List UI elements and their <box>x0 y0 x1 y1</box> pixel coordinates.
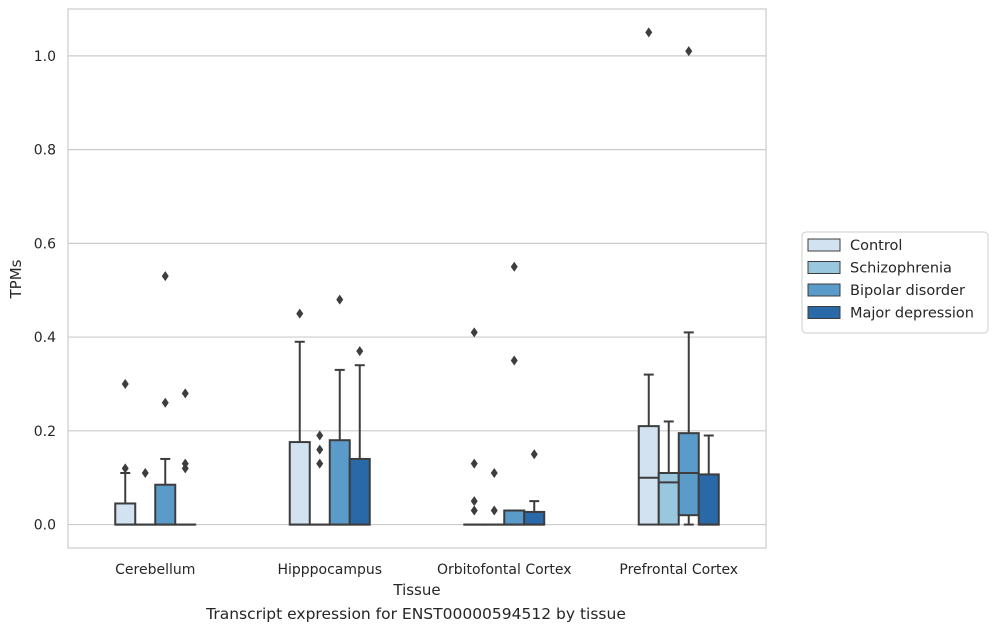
box-group <box>288 308 311 526</box>
y-axis-ticks: 0.0 0.2 0.4 0.6 0.8 1.0 <box>34 49 56 534</box>
legend: Control Schizophrenia Bipolar disorder Majo… <box>801 231 989 334</box>
box-iqr <box>523 510 546 526</box>
y-tick-label: 1.0 <box>34 49 56 65</box>
y-axis-label: TPMs <box>7 259 25 299</box>
gridlines <box>68 55 766 526</box>
box-iqr <box>637 425 660 526</box>
legend-swatch <box>807 238 841 252</box>
outlier-point <box>161 271 169 282</box>
box-plot-chart: 0.0 0.2 0.4 0.6 0.8 1.0 Cerebellum Hipppocampu… <box>7 8 989 599</box>
box-group <box>503 261 526 526</box>
y-tick-label: 0.2 <box>34 424 56 440</box>
outlier-point <box>336 294 344 305</box>
box-group <box>483 468 506 526</box>
x-tick-label: Hipppocampus <box>277 562 382 578</box>
legend-box <box>801 231 989 334</box>
outlier-point <box>181 458 189 469</box>
outlier-point <box>316 444 324 455</box>
y-tick-label: 0.6 <box>34 236 56 252</box>
legend-swatch <box>807 261 841 274</box>
x-tick-label: Cerebellum <box>115 562 195 578</box>
box-group <box>134 468 157 526</box>
outlier-point <box>470 496 478 507</box>
x-axis-label: Tissue <box>392 581 440 599</box>
box-group <box>657 420 680 526</box>
outlier-point <box>161 397 169 408</box>
outlier-point <box>530 449 538 460</box>
box-group <box>328 294 351 526</box>
outlier-point <box>645 27 653 38</box>
box-series <box>114 27 720 526</box>
outlier-point <box>490 505 498 516</box>
x-axis-ticks: Cerebellum Hipppocampus Orbitofontal Corte… <box>115 562 738 578</box>
box-group <box>114 378 137 526</box>
box-iqr <box>288 441 311 526</box>
chart-caption: Transcript expression for ENST0000059451… <box>206 605 626 623</box>
box-group <box>697 434 720 526</box>
plot-frame <box>67 8 767 549</box>
box-iqr <box>328 439 351 526</box>
legend-label: Bipolar disorder <box>850 283 965 299</box>
outlier-point <box>181 388 189 399</box>
legend-swatch <box>807 283 841 297</box>
outlier-point <box>510 355 518 366</box>
y-tick-label: 0.8 <box>34 143 56 159</box>
y-tick-label: 0.0 <box>34 518 56 534</box>
box-iqr <box>657 472 680 526</box>
box-group <box>463 327 486 526</box>
outlier-point <box>121 378 129 389</box>
y-tick-label: 0.4 <box>34 330 56 346</box>
box-group <box>523 449 546 526</box>
box-group <box>308 430 331 526</box>
legend-swatch <box>807 306 841 319</box>
outlier-point <box>296 308 304 319</box>
box-iqr <box>697 473 720 526</box>
outlier-point <box>470 458 478 469</box>
outlier-point <box>141 468 149 479</box>
box-group <box>348 346 371 526</box>
x-tick-label: Prefrontal Cortex <box>619 562 738 578</box>
outlier-point <box>685 46 693 57</box>
outlier-point <box>490 468 498 479</box>
outlier-point <box>316 458 324 469</box>
box-group <box>677 46 700 526</box>
box-group <box>174 388 197 526</box>
box-group <box>637 27 660 526</box>
box-iqr <box>114 502 137 526</box>
legend-label: Control <box>850 238 902 254</box>
legend-label: Schizophrenia <box>850 261 952 277</box>
box-iqr <box>154 483 177 526</box>
box-iqr <box>677 432 700 517</box>
outlier-point <box>121 463 129 474</box>
x-tick-label: Orbitofontal Cortex <box>437 562 572 578</box>
legend-label: Major depression <box>850 306 974 322</box>
box-group <box>154 271 177 526</box>
outlier-point <box>470 505 478 516</box>
outlier-point <box>510 261 518 272</box>
outlier-point <box>356 346 364 357</box>
outlier-point <box>470 327 478 338</box>
outlier-point <box>316 430 324 441</box>
box-iqr <box>348 457 371 526</box>
box-iqr <box>503 509 526 526</box>
